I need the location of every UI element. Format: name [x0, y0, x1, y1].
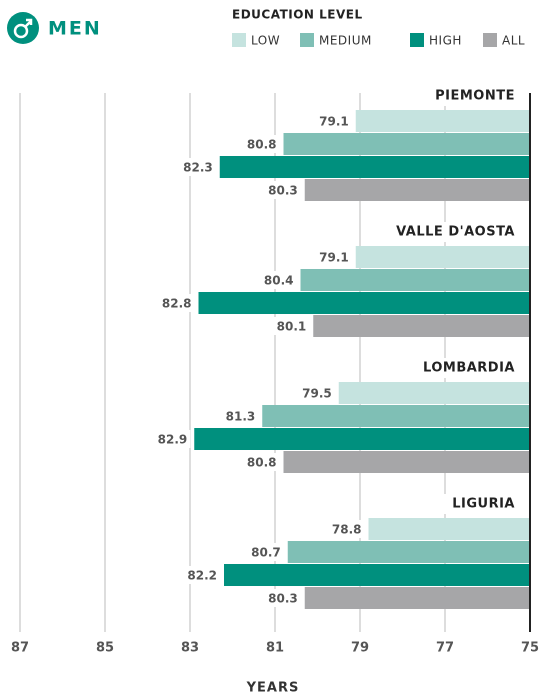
x-tick-label: 85 [96, 641, 114, 656]
legend-label: LOW [251, 34, 280, 48]
label-bg [380, 86, 528, 106]
data-label: 78.8 [332, 523, 362, 537]
label-bg [380, 358, 528, 378]
bar [355, 246, 530, 268]
bar [304, 179, 530, 201]
data-label: 80.7 [251, 546, 281, 560]
bar [219, 156, 530, 178]
data-label: 79.5 [302, 387, 332, 401]
x-tick-label: 87 [11, 641, 29, 656]
category-label: VALLE D'AOSTA [396, 225, 515, 240]
legend-swatch [232, 33, 246, 47]
data-label-bg [315, 112, 352, 130]
x-tick-label: 75 [521, 641, 539, 656]
data-label: 81.3 [226, 410, 256, 424]
chart-title: MEN [48, 18, 102, 40]
bar [194, 428, 530, 450]
data-label: 82.3 [183, 161, 213, 175]
legend-label: ALL [502, 34, 525, 48]
legend-label: MEDIUM [319, 34, 372, 48]
data-label: 79.1 [319, 115, 349, 129]
data-label-bg [243, 135, 280, 153]
x-tick-label: 83 [181, 641, 199, 656]
bar [287, 541, 530, 563]
data-label-bg [264, 181, 301, 199]
label-bg [380, 222, 528, 242]
data-label-bg [158, 294, 195, 312]
bar [338, 382, 530, 404]
data-label: 80.4 [264, 274, 294, 288]
data-label-bg [315, 248, 352, 266]
category-label: LOMBARDIA [423, 361, 515, 376]
data-label-bg [243, 453, 280, 471]
bar [355, 110, 530, 132]
data-label: 79.1 [319, 251, 349, 265]
data-label-bg [264, 589, 301, 607]
men-icon [7, 12, 39, 44]
data-label-bg [260, 271, 297, 289]
x-tick-label: 81 [266, 641, 284, 656]
bar [313, 315, 530, 337]
legend-swatch [483, 33, 497, 47]
data-label-bg [247, 543, 284, 561]
bar [368, 518, 530, 540]
x-axis-label: YEARS [246, 681, 300, 693]
data-label: 82.8 [162, 297, 192, 311]
bar [300, 269, 530, 291]
legend-label: HIGH [429, 34, 462, 48]
legend-swatch [300, 33, 314, 47]
data-label-bg [298, 384, 335, 402]
bar [304, 587, 530, 609]
data-label: 80.8 [247, 456, 277, 470]
data-label-bg [154, 430, 191, 448]
category-label: LIGURIA [452, 497, 515, 512]
bar [262, 405, 530, 427]
bar [224, 564, 530, 586]
bar [198, 292, 530, 314]
data-label-bg [222, 407, 259, 425]
data-label-bg [179, 158, 216, 176]
x-tick-label: 79 [351, 641, 369, 656]
legend-swatch [410, 33, 424, 47]
bar [283, 133, 530, 155]
data-label: 80.8 [247, 138, 277, 152]
data-label-bg [184, 566, 220, 584]
data-label: 80.3 [268, 592, 298, 606]
category-label: PIEMONTE [435, 89, 515, 104]
data-label-bg [328, 520, 365, 538]
data-label: 80.1 [277, 320, 307, 334]
data-label: 80.3 [268, 184, 298, 198]
data-label-bg [273, 317, 310, 335]
x-tick-label: 77 [436, 641, 454, 656]
bar [283, 451, 530, 473]
data-label: 82.2 [187, 569, 217, 583]
label-bg [380, 494, 528, 514]
legend-title: EDUCATION LEVEL [232, 8, 363, 22]
data-label: 82.9 [158, 433, 188, 447]
